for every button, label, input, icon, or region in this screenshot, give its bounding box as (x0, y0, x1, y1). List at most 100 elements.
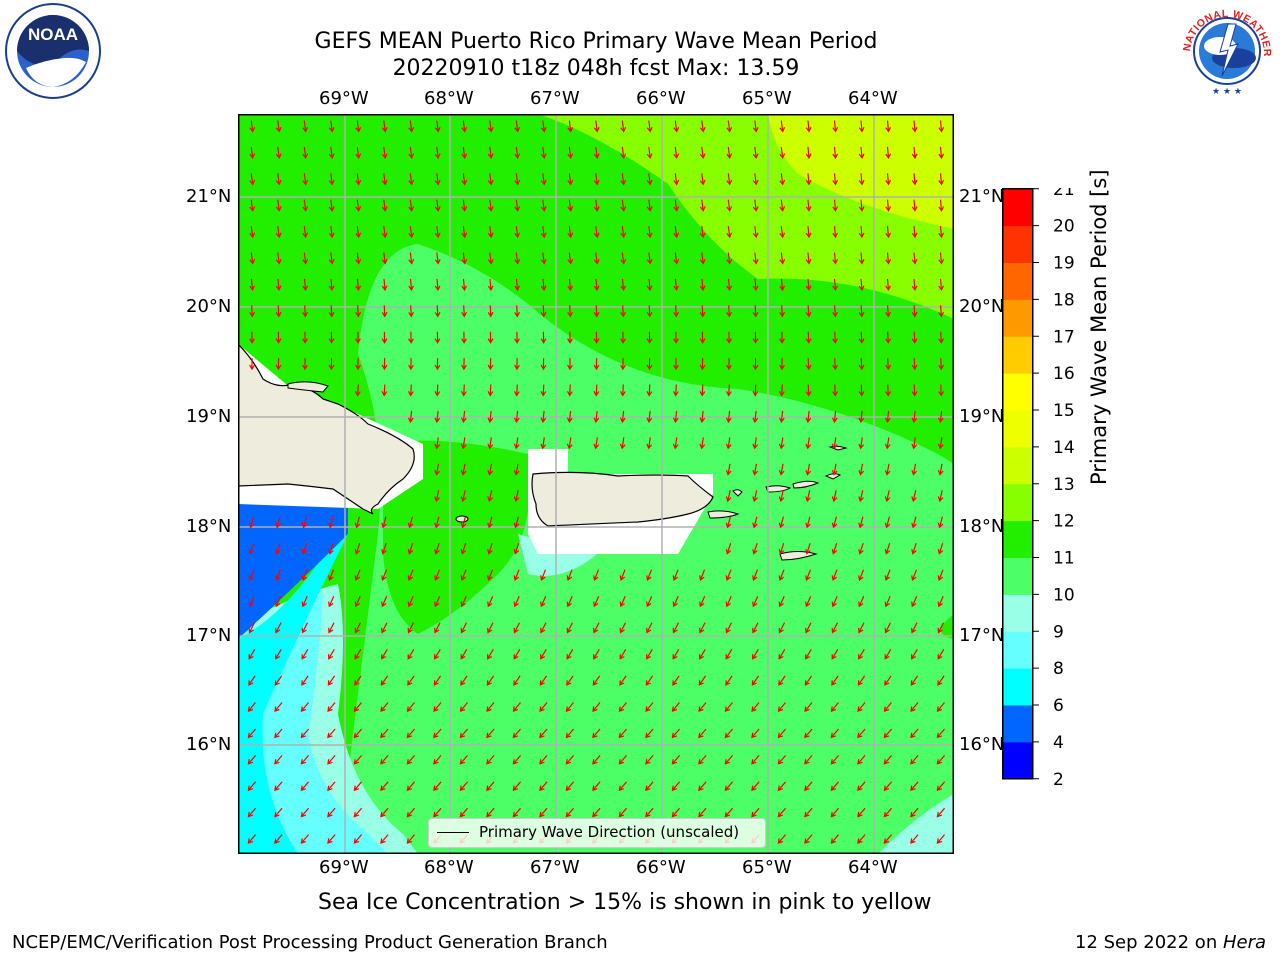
wave-arrow (434, 278, 441, 292)
wave-arrow (778, 595, 785, 608)
wave-arrow (752, 384, 759, 397)
wave-arrow (380, 702, 389, 713)
wave-arrow (804, 728, 813, 739)
wave-arrow (327, 728, 336, 739)
lat-label-left: 20°N (186, 296, 232, 317)
wave-arrow (725, 490, 732, 503)
wave-arrow (328, 543, 334, 555)
wave-arrow (487, 358, 494, 371)
wave-arrow (937, 622, 945, 634)
colorbar-label: Primary Wave Mean Period [s] (1087, 169, 1111, 485)
wave-arrow (673, 199, 680, 212)
wave-arrow (938, 199, 945, 212)
wave-arrow (805, 120, 812, 133)
wave-arrow (248, 543, 255, 555)
colorbar-tick-label: 17 (1053, 327, 1075, 347)
wave-arrow (910, 781, 919, 792)
wave-arrow (514, 120, 521, 133)
tortuga-island (287, 381, 329, 393)
wave-arrow (513, 463, 520, 476)
wave-arrow (302, 358, 308, 371)
wave-arrow (646, 305, 653, 318)
wave-arrow (408, 199, 415, 212)
wave-arrow (726, 252, 733, 265)
wave-arrow (249, 120, 256, 133)
wave-arrow (433, 781, 442, 792)
wave-arrow (487, 437, 494, 450)
wave-arrow (884, 516, 891, 529)
wave-arrow (487, 595, 494, 608)
wave-arrow (301, 516, 308, 529)
wave-arrow (434, 199, 441, 212)
wave-arrow (911, 569, 918, 581)
wave-arrow (513, 516, 520, 529)
wave-arrow (487, 278, 494, 292)
wave-arrow (911, 146, 918, 160)
wave-arrow (434, 463, 441, 476)
wave-arrow (885, 358, 892, 371)
wave-arrow (779, 331, 785, 344)
wave-arrow (724, 702, 733, 713)
wave-arrow (832, 252, 839, 265)
wave-arrow (646, 358, 653, 371)
wave-arrow (540, 226, 547, 239)
wave-arrow (778, 463, 785, 476)
wave-arrow (328, 305, 335, 318)
wave-arrow (911, 226, 918, 239)
colorbar-tick-label: 20 (1053, 217, 1075, 237)
wave-arrow (486, 755, 495, 765)
lon-label-bottom: 67°W (530, 857, 580, 878)
wave-arrow (936, 781, 946, 792)
wave-arrow (673, 173, 680, 186)
wave-arrow (407, 516, 414, 529)
wave-arrow (460, 569, 467, 581)
wave-arrow (566, 622, 574, 634)
wave-arrow (830, 834, 840, 844)
wave-arrow (459, 728, 469, 739)
wave-arrow (777, 755, 787, 765)
wave-arrow (460, 675, 468, 686)
wave-arrow (327, 807, 336, 818)
wave-arrow (593, 120, 600, 133)
wave-arrow (645, 755, 654, 765)
wave-arrow (381, 622, 388, 634)
wave-arrow (618, 755, 628, 765)
wave-arrow (805, 331, 812, 344)
wave-arrow (805, 516, 811, 529)
wave-arrow (514, 199, 521, 212)
wave-arrow (937, 595, 944, 608)
wave-arrow (275, 252, 282, 265)
colorbar-swatch (1002, 741, 1033, 780)
wave-arrow (540, 146, 547, 160)
wave-arrow (673, 278, 680, 292)
wave-arrow (459, 702, 468, 713)
wave-arrow (486, 807, 495, 818)
wave-arrow (752, 173, 759, 186)
map-title: GEFS MEAN Puerto Rico Primary Wave Mean … (314, 29, 878, 54)
wave-arrow (567, 305, 574, 318)
wave-arrow (911, 622, 918, 634)
wave-arrow (937, 410, 944, 424)
wave-arrow (832, 199, 839, 212)
wave-arrow (858, 305, 865, 318)
wave-arrow (831, 437, 838, 450)
wave-arrow (804, 807, 813, 818)
wave-arrow (673, 120, 680, 133)
wave-arrow (514, 226, 521, 239)
wave-arrow (540, 278, 547, 292)
wave-arrow (699, 278, 706, 292)
wave-arrow (487, 199, 494, 212)
wave-arrow (725, 437, 732, 450)
culebra-island (732, 489, 743, 497)
wave-arrow (857, 807, 866, 818)
wave-arrow (328, 278, 335, 292)
colorbar-tick-label: 13 (1053, 475, 1075, 495)
wave-arrow (777, 781, 787, 792)
wave-arrow (671, 702, 680, 713)
wave-arrow (512, 807, 522, 818)
wave-arrow (778, 490, 785, 503)
wave-arrow (938, 305, 945, 318)
wave-arrow (831, 648, 839, 660)
wave-arrow (513, 410, 520, 424)
lon-label-top: 67°W (530, 88, 580, 109)
